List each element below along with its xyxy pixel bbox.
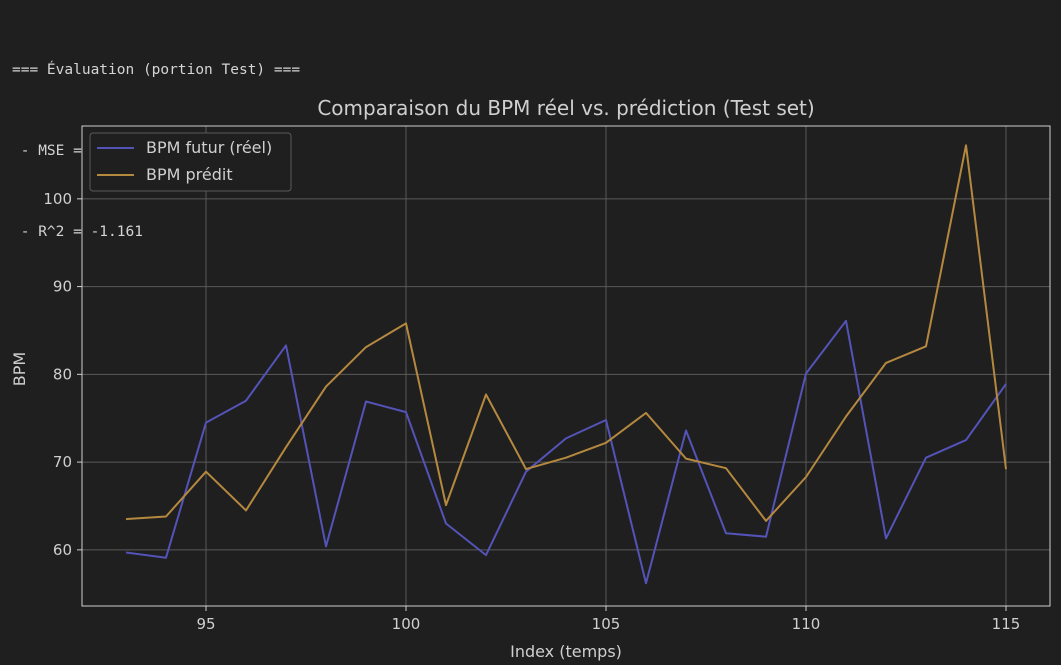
legend-label: BPM prédit	[146, 165, 233, 184]
y-tick-label: 80	[53, 365, 72, 383]
series-line-actual	[125, 319, 1007, 585]
x-tick-label: 100	[392, 615, 421, 633]
y-axis-label: BPM	[10, 352, 29, 386]
axis-ticks: 95 100 105 110 115 60 70 80 90 100	[43, 190, 1020, 633]
series-lines	[125, 144, 1007, 585]
grid-lines	[82, 126, 1050, 606]
y-tick-label: 100	[43, 190, 72, 208]
y-tick-label: 60	[53, 541, 72, 559]
console-r2-line: - R^2 = -1.161	[12, 224, 143, 240]
y-tick-label: 70	[53, 453, 72, 471]
series-line-predicted	[125, 144, 1007, 522]
plot-frame	[81, 125, 1051, 607]
legend-box	[89, 132, 292, 192]
x-axis-label: Index (temps)	[510, 642, 622, 661]
x-tick-label: 110	[792, 615, 821, 633]
console-header-line: === Évaluation (portion Test) ===	[12, 62, 301, 78]
x-tick-label: 105	[592, 615, 621, 633]
legend-label: BPM futur (réel)	[146, 138, 272, 157]
chart-legend: BPM futur (réel) BPM prédit	[89, 132, 292, 192]
y-tick-label: 90	[53, 278, 72, 296]
chart-title: Comparaison du BPM réel vs. prédiction (…	[317, 96, 814, 120]
x-tick-label: 95	[196, 615, 215, 633]
x-tick-label: 115	[992, 615, 1021, 633]
